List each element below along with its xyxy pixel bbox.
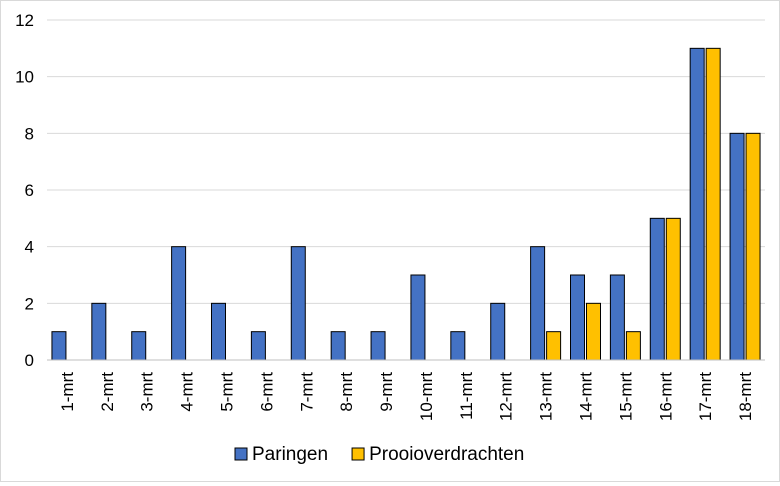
y-tick-label: 0 [25,351,34,370]
bar-paringen-5-mrt [211,302,226,361]
bar-paringen-2-mrt [91,302,107,361]
x-category-label: 1-mrt [58,372,77,412]
x-category-label: 18-mrt [736,372,755,421]
legend: Paringen Prooioverdrachten [234,444,524,465]
bar-prooioverdrachten-17-mrt [705,47,721,361]
gridlines [47,19,765,304]
bar-paringen-18-mrt [729,132,745,361]
bar-paringen-4-mrt [171,246,187,361]
x-category-label: 4-mrt [178,372,197,412]
x-category-label: 8-mrt [337,372,356,412]
y-tick-label: 6 [25,181,34,200]
x-category-label: 14-mrt [577,372,596,421]
bar-prooioverdrachten-15-mrt [625,331,641,361]
bar-paringen-17-mrt [689,47,705,361]
y-tick-label: 2 [25,294,34,313]
bar-paringen-14-mrt [570,274,585,361]
x-category-label: 3-mrt [138,372,157,412]
bar-paringen-8-mrt [330,331,346,361]
x-category-label: 10-mrt [417,372,436,421]
y-axis-tick-labels: 0 2 4 6 8 10 12 [15,11,34,370]
bar-prooioverdrachten-14-mrt [586,302,601,361]
x-category-label: 13-mrt [537,372,556,421]
x-category-label: 6-mrt [257,372,276,412]
x-category-label: 2-mrt [98,372,117,412]
x-category-label: 12-mrt [497,372,516,421]
x-category-label: 9-mrt [377,372,396,412]
bar-paringen-7-mrt [290,246,306,361]
bar-paringen-3-mrt [131,331,147,361]
legend-label-paringen: Paringen [252,444,328,465]
legend-label-prooioverdrachten: Prooioverdrachten [369,444,524,465]
bar-prooioverdrachten-13-mrt [546,331,562,361]
bar-prooioverdrachten-16-mrt [665,217,681,361]
legend-swatch-prooioverdrachten [351,447,365,461]
x-category-label: 16-mrt [656,372,675,421]
x-category-label: 7-mrt [297,372,316,412]
legend-swatch-paringen [234,447,248,461]
bar-paringen-15-mrt [609,274,625,361]
bar-paringen-11-mrt [450,331,466,361]
y-tick-label: 12 [15,11,34,30]
x-axis-category-labels: 1-mrt 2-mrt 3-mrt 4-mrt 5-mrt 6-mrt 7-mrt 8-mrt… [58,372,755,421]
bar-paringen-16-mrt [649,217,665,361]
bar-prooioverdrachten-18-mrt [745,132,761,361]
bar-paringen-13-mrt [530,246,546,361]
x-category-label: 15-mrt [616,372,635,421]
x-category-label: 5-mrt [218,372,237,412]
bar-paringen-12-mrt [490,302,506,361]
x-category-label: 17-mrt [696,372,715,421]
y-tick-label: 4 [25,238,34,257]
bars [51,47,761,361]
bar-paringen-6-mrt [250,331,266,361]
bar-paringen-9-mrt [370,331,386,361]
y-tick-label: 8 [25,124,34,143]
y-tick-label: 10 [15,68,34,87]
bar-paringen-10-mrt [410,274,426,361]
x-category-label: 11-mrt [457,372,476,420]
bar-paringen-1-mrt [51,331,67,361]
